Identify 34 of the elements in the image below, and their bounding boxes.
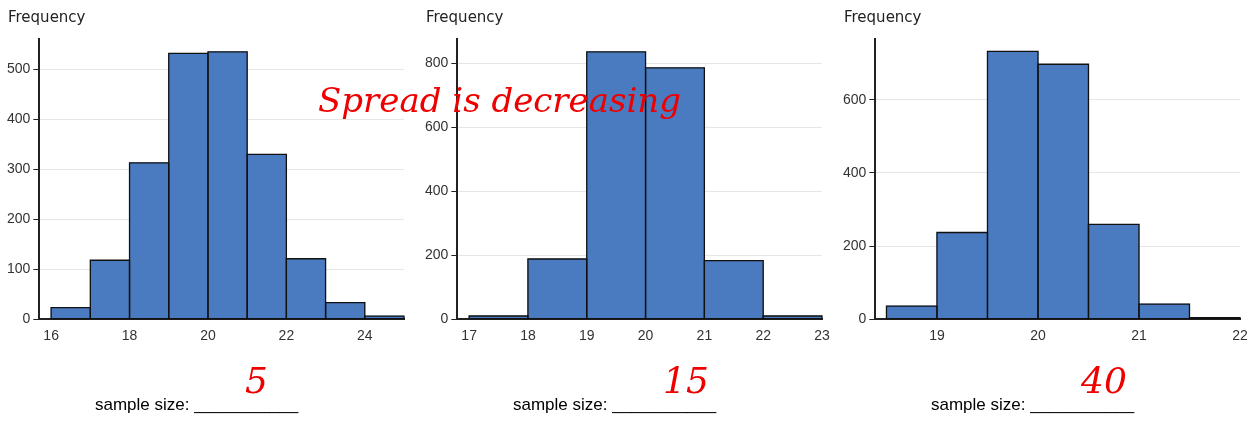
y-tick-label: 100 xyxy=(7,260,31,277)
x-tick-label: 16 xyxy=(43,327,60,344)
x-tick-label: 20 xyxy=(637,327,654,344)
x-tick-label: 22 xyxy=(278,327,295,344)
x-tick-label: 19 xyxy=(578,327,595,344)
y-tick-label: 0 xyxy=(858,310,867,327)
y-tick-label: 800 xyxy=(425,53,449,70)
y-axis-title: Frequency xyxy=(844,8,922,26)
x-tick-label: 19 xyxy=(929,327,945,344)
y-tick-label: 300 xyxy=(7,160,31,177)
y-tick-label: 400 xyxy=(843,163,867,180)
y-tick-label: 600 xyxy=(843,90,867,107)
y-tick-label: 200 xyxy=(843,236,867,253)
x-tick-label: 18 xyxy=(520,327,536,344)
y-tick-label: 400 xyxy=(7,110,31,127)
y-tick-label: 400 xyxy=(425,182,449,198)
x-tick-label: 20 xyxy=(1030,327,1046,344)
y-tick-label: 0 xyxy=(440,310,449,327)
y-tick-label: 600 xyxy=(425,117,449,134)
y-axis-title: Frequency xyxy=(426,8,504,26)
x-tick-label: 21 xyxy=(1131,327,1147,344)
y-tick-label: 200 xyxy=(425,246,449,263)
x-tick-label: 24 xyxy=(357,327,373,344)
x-tick-label: 18 xyxy=(121,327,138,344)
x-tick-label: 20 xyxy=(200,327,216,344)
y-tick-label: 200 xyxy=(7,210,31,227)
x-tick-label: 22 xyxy=(1232,327,1248,344)
y-axis-title: Frequency xyxy=(8,8,86,26)
x-tick-label: 21 xyxy=(696,327,713,344)
x-tick-label: 17 xyxy=(461,327,478,344)
x-tick-label: 23 xyxy=(814,327,830,344)
x-tick-label: 22 xyxy=(755,327,772,344)
y-tick-label: 500 xyxy=(7,60,31,77)
y-tick-label: 0 xyxy=(22,310,31,327)
